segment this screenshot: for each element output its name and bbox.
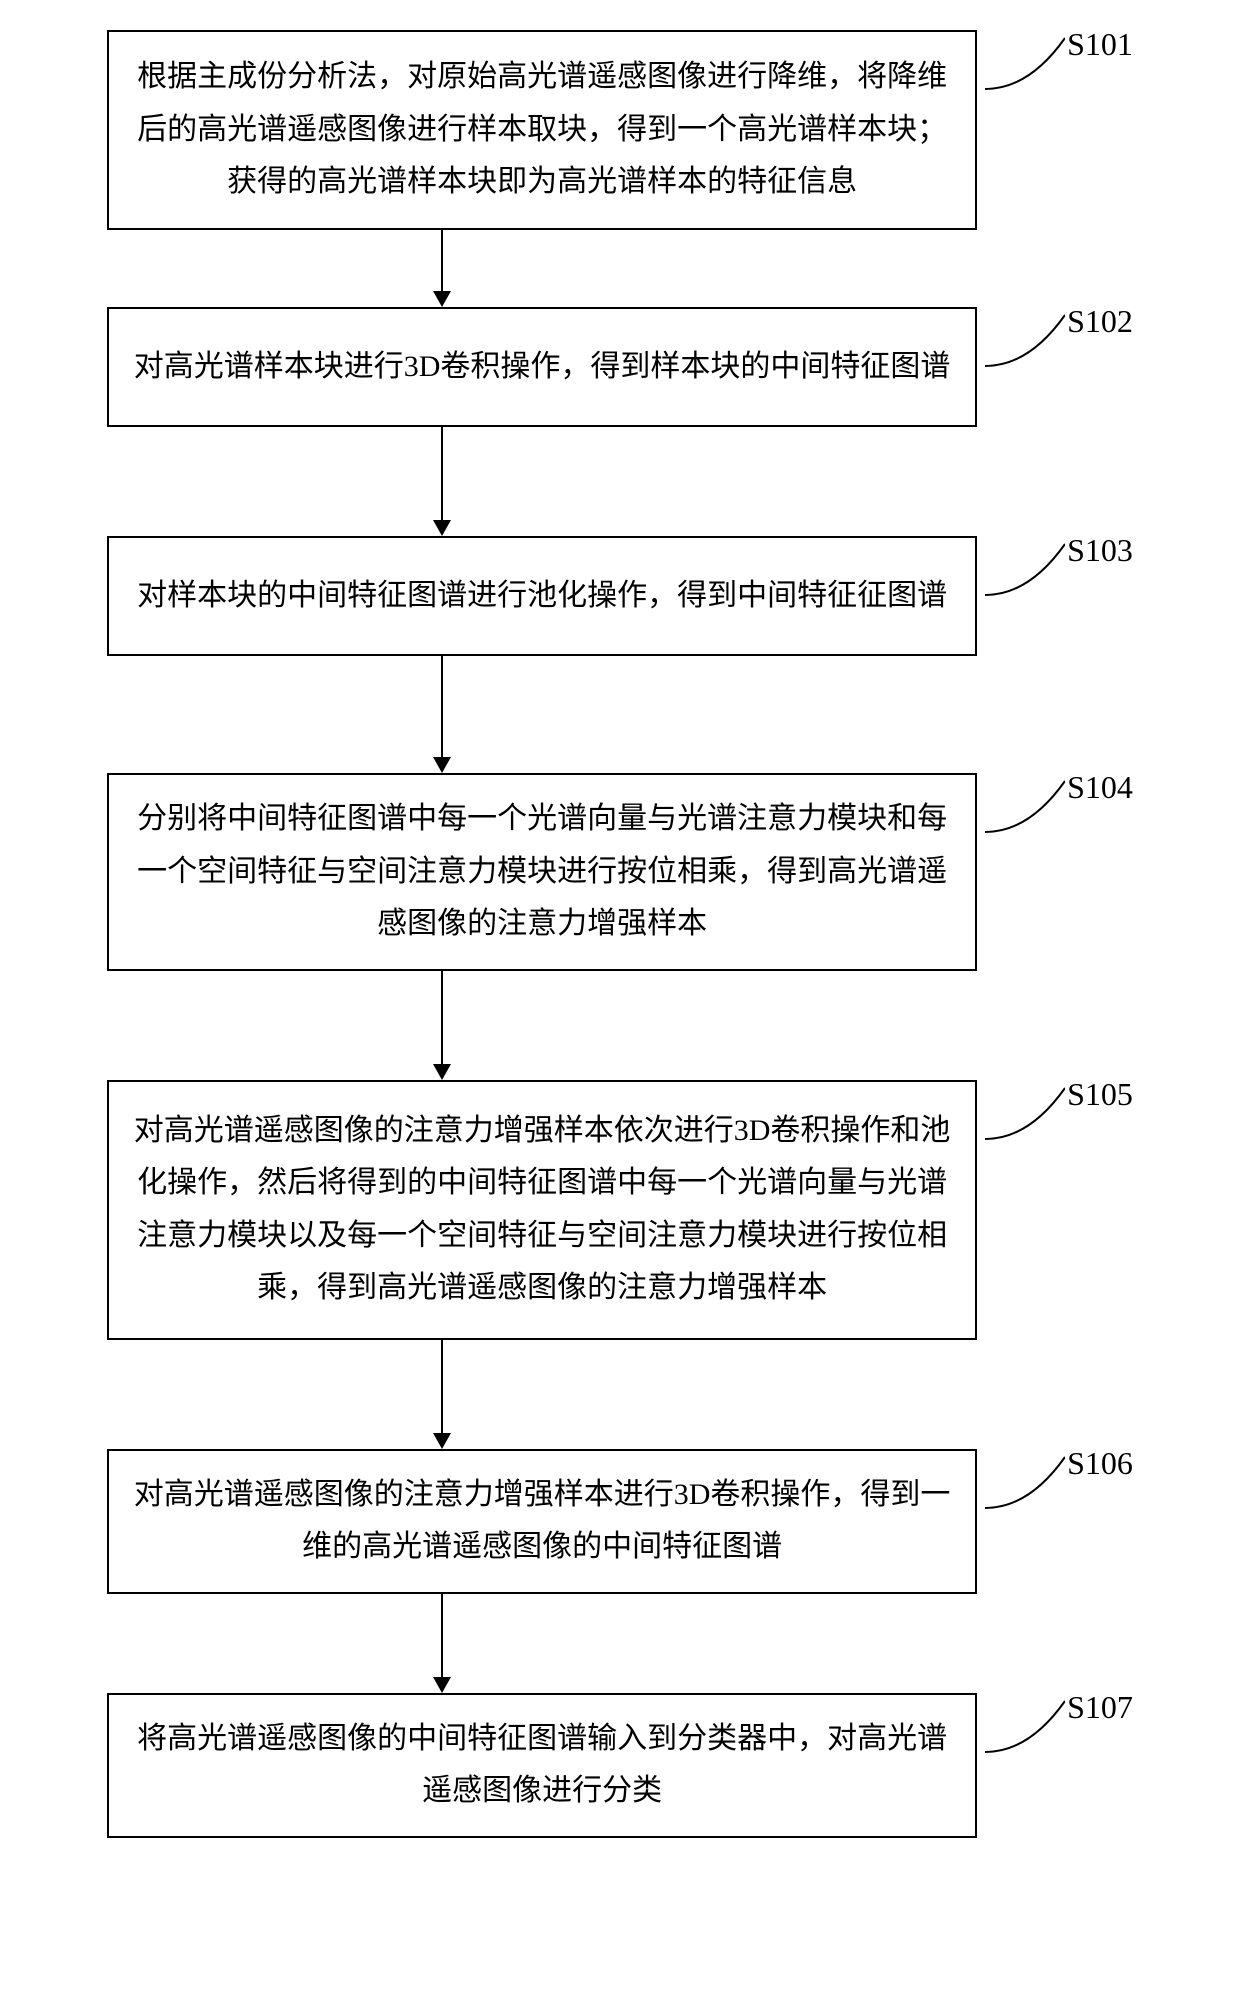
- arrow-line: [441, 427, 443, 521]
- arrow-head-icon: [433, 1064, 451, 1080]
- step-label-wrapper-2: S102: [985, 313, 1133, 368]
- step-box-4: 分别将中间特征图谱中每一个光谱向量与光谱注意力模块和每一个空间特征与空间注意力模…: [107, 773, 977, 971]
- arrow-head-icon: [433, 520, 451, 536]
- flowchart-container: 根据主成份分析法，对原始高光谱遥感图像进行降维，将降维后的高光谱遥感图像进行样本…: [0, 30, 1240, 1838]
- step-label-wrapper-5: S105: [985, 1086, 1133, 1141]
- step-label-wrapper-6: S106: [985, 1455, 1133, 1510]
- arrow-head-icon: [433, 291, 451, 307]
- arrow-line: [441, 230, 443, 292]
- step-row-4: 分别将中间特征图谱中每一个光谱向量与光谱注意力模块和每一个空间特征与空间注意力模…: [0, 773, 1240, 971]
- arrow-down-icon: [433, 1594, 451, 1693]
- connector-curve-icon: [985, 1699, 1065, 1754]
- step-label-3: S103: [1067, 532, 1133, 569]
- arrow-down-icon: [433, 230, 451, 307]
- arrow-line: [441, 971, 443, 1065]
- step-row-2: 对高光谱样本块进行3D卷积操作，得到样本块的中间特征图谱S102: [0, 307, 1240, 427]
- step-label-6: S106: [1067, 1445, 1133, 1482]
- connector-curve-icon: [985, 1455, 1065, 1510]
- connector-curve-icon: [985, 542, 1065, 597]
- step-label-wrapper-4: S104: [985, 779, 1133, 834]
- connector-curve-icon: [985, 36, 1065, 91]
- arrow-head-icon: [433, 757, 451, 773]
- step-box-6: 对高光谱遥感图像的注意力增强样本进行3D卷积操作，得到一维的高光谱遥感图像的中间…: [107, 1449, 977, 1594]
- step-box-5: 对高光谱遥感图像的注意力增强样本依次进行3D卷积操作和池化操作，然后将得到的中间…: [107, 1080, 977, 1340]
- step-box-2: 对高光谱样本块进行3D卷积操作，得到样本块的中间特征图谱: [107, 307, 977, 427]
- arrow-down-icon: [433, 427, 451, 536]
- arrow-line: [441, 1340, 443, 1434]
- step-row-6: 对高光谱遥感图像的注意力增强样本进行3D卷积操作，得到一维的高光谱遥感图像的中间…: [0, 1449, 1240, 1594]
- step-label-2: S102: [1067, 303, 1133, 340]
- step-row-5: 对高光谱遥感图像的注意力增强样本依次进行3D卷积操作和池化操作，然后将得到的中间…: [0, 1080, 1240, 1340]
- arrow-line: [441, 1594, 443, 1678]
- arrow-down-icon: [433, 971, 451, 1080]
- step-box-1: 根据主成份分析法，对原始高光谱遥感图像进行降维，将降维后的高光谱遥感图像进行样本…: [107, 30, 977, 230]
- arrow-down-icon: [433, 1340, 451, 1449]
- step-label-5: S105: [1067, 1076, 1133, 1113]
- step-row-3: 对样本块的中间特征图谱进行池化操作，得到中间特征征图谱S103: [0, 536, 1240, 656]
- step-label-1: S101: [1067, 26, 1133, 63]
- step-label-wrapper-1: S101: [985, 36, 1133, 91]
- step-row-1: 根据主成份分析法，对原始高光谱遥感图像进行降维，将降维后的高光谱遥感图像进行样本…: [0, 30, 1240, 230]
- connector-curve-icon: [985, 1086, 1065, 1141]
- arrow-line: [441, 656, 443, 758]
- step-label-4: S104: [1067, 769, 1133, 806]
- connector-curve-icon: [985, 779, 1065, 834]
- arrow-down-icon: [433, 656, 451, 773]
- arrow-head-icon: [433, 1433, 451, 1449]
- step-label-wrapper-7: S107: [985, 1699, 1133, 1754]
- step-box-3: 对样本块的中间特征图谱进行池化操作，得到中间特征征图谱: [107, 536, 977, 656]
- step-row-7: 将高光谱遥感图像的中间特征图谱输入到分类器中，对高光谱遥感图像进行分类S107: [0, 1693, 1240, 1838]
- connector-curve-icon: [985, 313, 1065, 368]
- arrow-head-icon: [433, 1677, 451, 1693]
- step-label-7: S107: [1067, 1689, 1133, 1726]
- step-box-7: 将高光谱遥感图像的中间特征图谱输入到分类器中，对高光谱遥感图像进行分类: [107, 1693, 977, 1838]
- step-label-wrapper-3: S103: [985, 542, 1133, 597]
